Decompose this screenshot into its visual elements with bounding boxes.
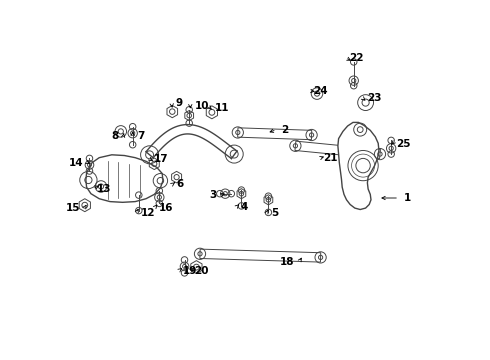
- Text: 15: 15: [66, 203, 80, 213]
- Text: 14: 14: [69, 158, 84, 168]
- Text: 5: 5: [271, 208, 278, 218]
- Text: 11: 11: [215, 103, 229, 113]
- Text: 19: 19: [183, 266, 197, 276]
- Text: 6: 6: [176, 179, 184, 189]
- Text: 17: 17: [154, 154, 169, 164]
- Text: 25: 25: [396, 139, 411, 149]
- Text: 10: 10: [195, 101, 209, 111]
- Text: 22: 22: [349, 53, 364, 63]
- Polygon shape: [338, 122, 379, 210]
- Text: 20: 20: [195, 266, 209, 276]
- Text: 7: 7: [137, 131, 145, 141]
- Text: 9: 9: [176, 98, 183, 108]
- Text: 13: 13: [97, 184, 111, 194]
- Polygon shape: [86, 155, 163, 202]
- Text: 3: 3: [209, 190, 216, 200]
- Text: 21: 21: [323, 153, 338, 163]
- Text: 1: 1: [403, 193, 411, 203]
- Polygon shape: [295, 141, 380, 159]
- Text: 8: 8: [112, 131, 119, 141]
- Polygon shape: [238, 128, 312, 140]
- Polygon shape: [200, 249, 321, 262]
- Text: 24: 24: [313, 86, 327, 96]
- Text: 12: 12: [141, 208, 155, 218]
- Text: 16: 16: [159, 203, 173, 213]
- Text: 23: 23: [367, 93, 381, 103]
- Text: 4: 4: [241, 202, 248, 212]
- Text: 18: 18: [280, 257, 294, 267]
- Text: 2: 2: [281, 125, 288, 135]
